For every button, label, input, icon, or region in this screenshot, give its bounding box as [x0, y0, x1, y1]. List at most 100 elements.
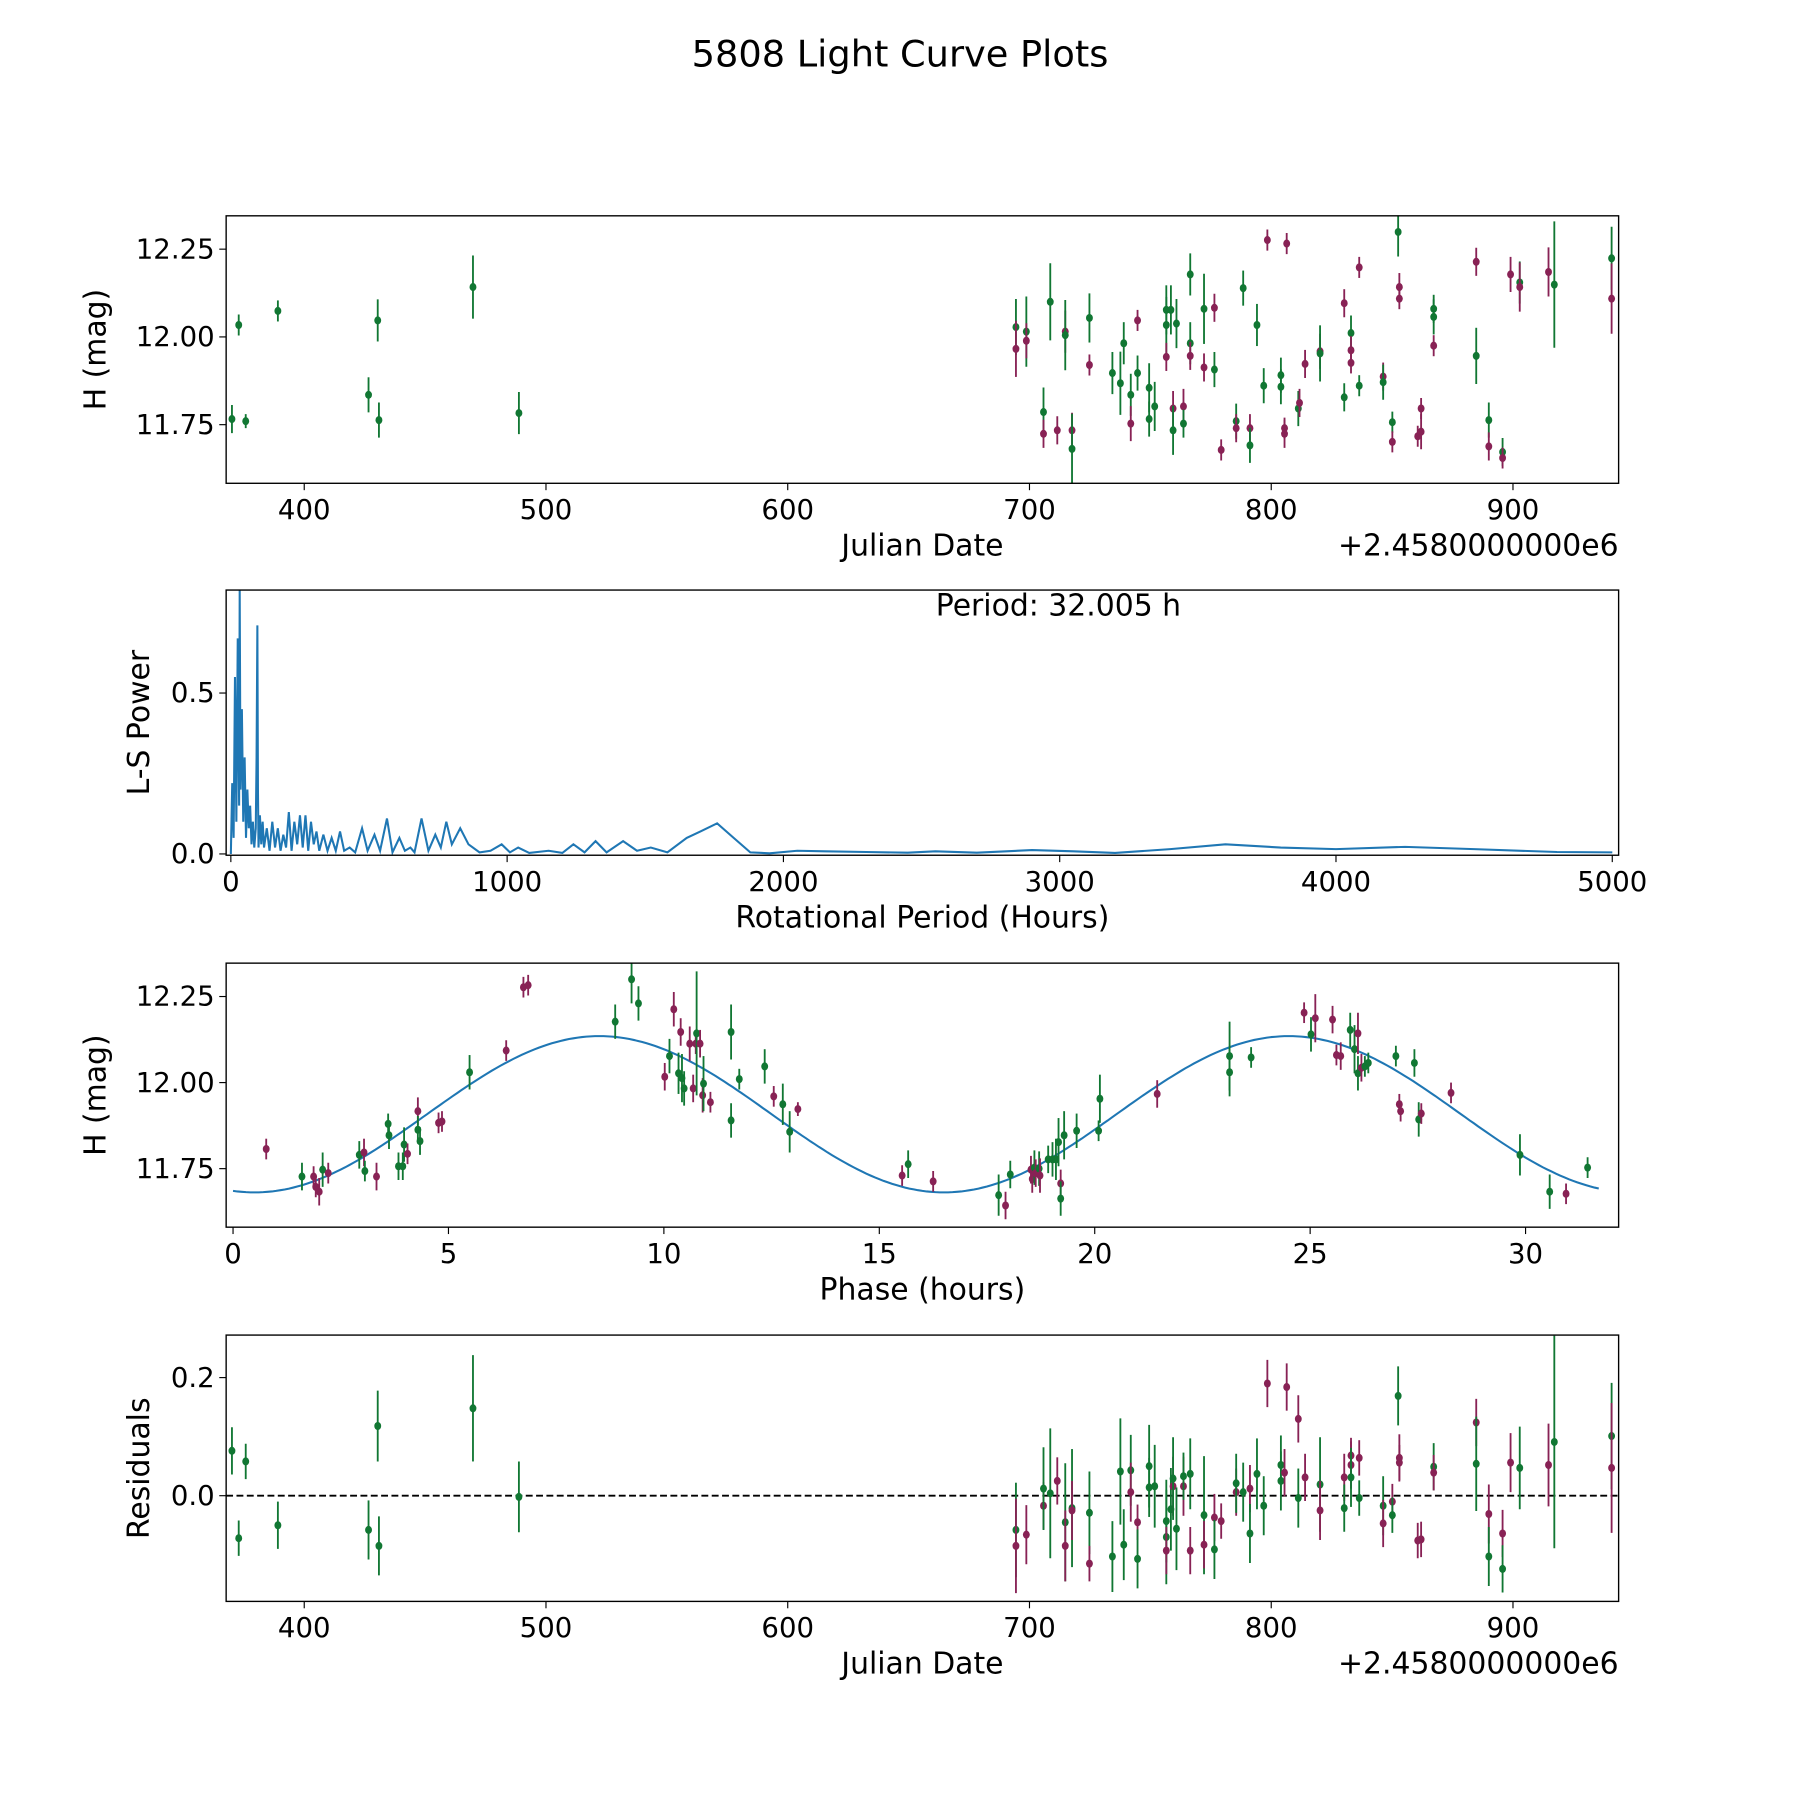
data-point — [735, 1068, 743, 1090]
point-marker — [1300, 1008, 1308, 1017]
point-marker — [1068, 1506, 1076, 1515]
point-marker — [1329, 1015, 1336, 1024]
point-marker — [1379, 1519, 1387, 1528]
data-point — [1226, 1048, 1234, 1097]
point-marker — [1395, 294, 1403, 303]
data-point — [1246, 1503, 1254, 1564]
point-marker — [1116, 1467, 1124, 1476]
data-point — [1277, 1451, 1285, 1511]
point-marker — [1246, 1529, 1254, 1538]
point-marker — [1316, 1506, 1324, 1515]
data-point — [315, 1177, 323, 1206]
residuals-plot-area — [226, 1335, 1619, 1594]
data-point — [262, 1138, 270, 1160]
data-point — [1085, 1471, 1093, 1555]
data-point — [1355, 256, 1363, 278]
point-marker — [1040, 408, 1047, 417]
data-point — [1200, 273, 1208, 344]
data-point — [1173, 1487, 1180, 1571]
point-marker — [1499, 1564, 1507, 1573]
data-point — [1347, 1447, 1355, 1507]
point-marker — [1260, 1501, 1268, 1510]
data-point — [235, 314, 243, 336]
point-marker — [1200, 1540, 1208, 1549]
x-tick-label: 5000 — [1577, 866, 1647, 898]
data-point — [1516, 1426, 1524, 1510]
y-tick-label: 0.2 — [171, 1362, 215, 1394]
point-marker — [1347, 1473, 1355, 1482]
point-marker — [414, 1107, 422, 1116]
figure-title: 5808 Light Curve Plots — [692, 33, 1109, 76]
point-marker — [1355, 1453, 1363, 1462]
x-offset-text: +2.4580000000e6 — [1338, 1647, 1619, 1682]
data-point — [1311, 994, 1319, 1043]
data-point — [1096, 1074, 1104, 1123]
y-axis-label: L-S Power — [122, 649, 157, 795]
data-point — [1169, 1437, 1177, 1520]
data-point — [375, 1516, 383, 1576]
point-marker — [1210, 365, 1218, 374]
point-marker — [995, 1191, 1003, 1200]
point-marker — [404, 1149, 411, 1158]
point-marker — [1545, 267, 1552, 276]
data-point — [1120, 1509, 1128, 1581]
data-point — [228, 405, 236, 434]
point-marker — [1246, 1484, 1254, 1493]
y-tick-label: 11.75 — [136, 409, 215, 441]
data-point — [1301, 1453, 1309, 1502]
point-marker — [904, 1160, 912, 1169]
data-point — [1108, 1521, 1116, 1592]
point-marker — [524, 981, 532, 990]
data-point — [365, 377, 372, 413]
x-tick-label: 20 — [1077, 1238, 1112, 1270]
point-marker — [1283, 1383, 1291, 1392]
point-marker — [1061, 331, 1069, 340]
point-marker — [1263, 236, 1271, 245]
data-point — [1608, 1402, 1616, 1533]
point-marker — [1472, 1459, 1480, 1468]
periodogram-panel: 0 1000 2000 3000 4000 5000 0.0 0.5 Rotational Pe… — [122, 588, 1647, 935]
point-marker — [1116, 379, 1124, 388]
point-marker — [1134, 316, 1141, 325]
data-point — [1550, 221, 1558, 348]
data-point — [1085, 354, 1093, 376]
point-marker — [1167, 305, 1175, 314]
y-axis-label: H (mag) — [79, 1034, 114, 1155]
point-marker — [1153, 1089, 1161, 1098]
data-point — [1046, 1428, 1054, 1559]
point-marker — [1430, 341, 1438, 350]
point-marker — [1040, 429, 1047, 438]
point-marker — [1485, 1552, 1493, 1561]
point-marker — [1217, 445, 1225, 454]
point-marker — [1180, 1472, 1187, 1481]
x-tick-label: 700 — [1003, 494, 1056, 526]
point-marker — [1145, 1483, 1153, 1492]
point-marker — [274, 1521, 282, 1530]
data-point — [1301, 349, 1309, 378]
point-marker — [1340, 1473, 1348, 1482]
point-marker — [360, 1148, 368, 1157]
point-marker — [1040, 1484, 1047, 1493]
data-point — [1417, 1521, 1425, 1558]
point-marker — [1316, 349, 1324, 358]
point-marker — [1340, 1504, 1348, 1513]
data-point — [1281, 1449, 1288, 1497]
point-marker — [1226, 1068, 1234, 1077]
point-marker — [1608, 254, 1616, 263]
data-point — [1046, 263, 1054, 341]
data-point — [1217, 439, 1225, 461]
point-marker — [1263, 1379, 1271, 1388]
point-marker — [1151, 1482, 1159, 1491]
data-point — [700, 1056, 707, 1112]
x-tick-label: 4000 — [1301, 866, 1371, 898]
data-point — [1012, 320, 1020, 377]
data-point — [1447, 1082, 1455, 1104]
point-marker — [1085, 313, 1093, 322]
data-point — [1388, 1497, 1396, 1533]
data-point — [1472, 247, 1480, 276]
point-marker — [1281, 1468, 1288, 1477]
data-point — [1354, 1012, 1362, 1055]
point-marker — [1060, 1131, 1068, 1140]
point-marker — [1253, 320, 1261, 330]
